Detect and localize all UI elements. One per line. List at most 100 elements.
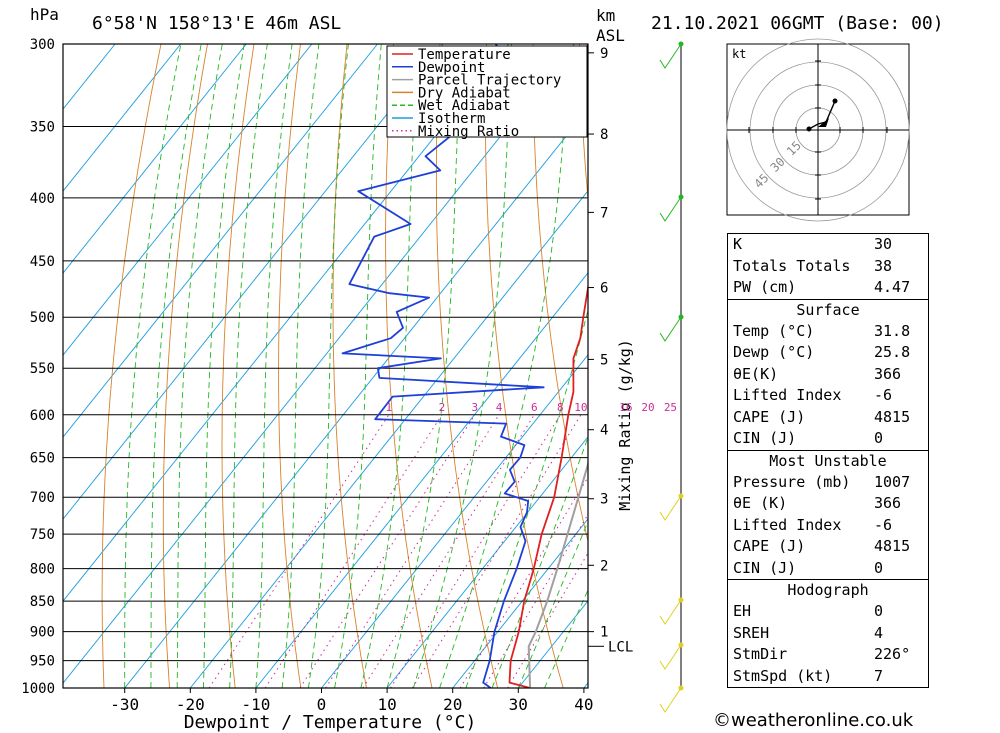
dry-adiabat-line (221, 44, 255, 688)
temperature-tick-label: 0 (317, 695, 327, 714)
dry-adiabat-line (532, 44, 588, 544)
stats-indices: K 30 Totals Totals 38 PW (cm) 4.47 (728, 234, 928, 299)
stats-section-title: Hodograph (787, 581, 869, 599)
stats-value: 0 (874, 558, 884, 577)
stats-value: 1007 (874, 472, 911, 491)
pressure-tick-label: 800 (30, 562, 55, 578)
stats-value: 4815 (874, 407, 911, 426)
height-axis: 1 2 3 4 5 6 7 8 9 LCL (588, 46, 633, 655)
wind-profile (659, 41, 684, 713)
stats-value: 4815 (874, 537, 911, 555)
stats-key: CIN (J) (733, 429, 797, 447)
isotherm-line (189, 190, 588, 688)
stats-row: θE(K) 366 (728, 364, 928, 386)
dry-adiabat-line (101, 44, 162, 688)
wet-adiabat-line (124, 44, 182, 688)
wind-barb (659, 687, 682, 713)
stats-key: Pressure (mb) (733, 472, 851, 491)
isotherm-line (63, 44, 510, 602)
datetime-title: 21.10.2021 06GMT (Base: 00) (651, 13, 944, 34)
stats-row: Temp (°C) 31.8 (728, 321, 928, 343)
site-credit[interactable]: ©weatheronline.co.uk (713, 710, 914, 731)
mixing-ratio-label: 4 (496, 401, 503, 414)
pressure-tick-label: 900 (30, 625, 55, 641)
stats-key: θE(K) (733, 364, 779, 383)
legend-label: Temperature (418, 47, 511, 63)
stats-row: Lifted Index -6 (728, 385, 928, 407)
stats-hodograph: Hodograph EH 0 SREH 4 StmDir 226° StmSpd (kt) 7 (728, 579, 928, 687)
mixing-ratio-label: 6 (531, 401, 538, 414)
stats-row: Pressure (mb) 1007 (728, 472, 928, 494)
stats-key: SREH (733, 623, 770, 642)
temperature-tick-label: 10 (377, 695, 396, 714)
stats-key: Dewp (°C) (733, 343, 815, 361)
stats-key: Lifted Index (733, 515, 842, 534)
wet-adiabat-line (517, 520, 588, 688)
profile-series (341, 44, 588, 688)
wet-adiabat-lines (124, 44, 588, 688)
mixing-ratio-lines (208, 414, 588, 688)
mixing-ratio-axis-title: Mixing Ratio (g/kg) (616, 339, 634, 511)
x-axis-title: Dewpoint / Temperature (°C) (184, 712, 477, 733)
stats-value: 226° (874, 645, 911, 663)
mixing-ratio-line (459, 476, 588, 688)
isotherm-line (255, 272, 588, 688)
stats-row: CIN (J) 0 (728, 558, 928, 580)
dry-adiabat-line (579, 44, 588, 204)
legend-label: Dry Adiabat (418, 85, 511, 101)
stats-key: StmDir (733, 645, 788, 663)
mixing-ratio-label: 16 (619, 401, 632, 414)
stats-table: K 30 Totals Totals 38 PW (cm) 4.47 Surface Temp… (727, 233, 929, 688)
height-tick-label: 5 (600, 352, 608, 368)
stats-value: 7 (874, 666, 884, 685)
series-temperature (508, 44, 588, 688)
stats-key: θE (K) (733, 494, 788, 512)
height-tick-label: 6 (600, 281, 608, 297)
wet-adiabat-line (307, 44, 349, 688)
legend-label: Mixing Ratio (418, 124, 519, 140)
stats-key: CAPE (J) (733, 537, 806, 555)
mixing-ratio-labels: 1 2 3 4 6 8 10 16 20 25 (386, 401, 678, 414)
stats-key: CAPE (J) (733, 407, 806, 426)
height-tick-label: 9 (600, 46, 608, 62)
wet-adiabat-line (150, 44, 202, 688)
height-tick-label: 2 (600, 558, 608, 574)
isotherm-line (321, 354, 588, 688)
stats-row: CIN (J) 0 (728, 428, 928, 450)
stats-most-unstable: Most Unstable Pressure (mb) 1007 θE (K) 366 L… (728, 449, 928, 580)
stats-surface: Surface Temp (°C) 31.8 Dewp (°C) 25.8 θE(K) 36… (728, 298, 928, 450)
stats-key: Temp (°C) (733, 321, 815, 340)
mixing-ratio-line (325, 414, 500, 688)
mixing-ratio-line (390, 414, 561, 688)
pressure-tick-label: 400 (30, 191, 55, 207)
isotherm-line (63, 44, 247, 274)
mixing-ratio-line (299, 414, 476, 688)
isotherm-line (63, 44, 116, 110)
pressure-tick-label: 350 (30, 119, 55, 135)
stats-key: Totals Totals (733, 256, 851, 275)
stats-value: 0 (874, 429, 884, 447)
pressure-grid (63, 43, 588, 689)
stats-row: θE (K) 366 (728, 493, 928, 515)
stats-section-title: Most Unstable (769, 451, 887, 470)
isotherm-line (124, 108, 588, 688)
mixing-ratio-label: 2 (439, 401, 446, 414)
stats-row: SREH 4 (728, 623, 928, 645)
pressure-tick-label: 850 (30, 594, 55, 610)
mixing-ratio-line (507, 552, 588, 688)
legend-label: Isotherm (418, 111, 485, 127)
isotherm-line (63, 44, 313, 356)
stats-row: StmDir 226° (728, 644, 928, 666)
stats-value: 366 (874, 364, 902, 383)
stats-row: K 30 (728, 234, 928, 256)
wet-adiabat-line (334, 44, 382, 688)
hodograph-unit: kt (732, 47, 746, 61)
legend-label: Dewpoint (418, 60, 485, 76)
stats-value: 366 (874, 494, 902, 512)
mixing-ratio-line (411, 414, 582, 688)
pressure-tick-label: 450 (30, 254, 55, 270)
isotherm-line (63, 44, 575, 684)
dry-adiabat-line (332, 44, 367, 688)
pressure-tick-label: 650 (30, 451, 55, 467)
